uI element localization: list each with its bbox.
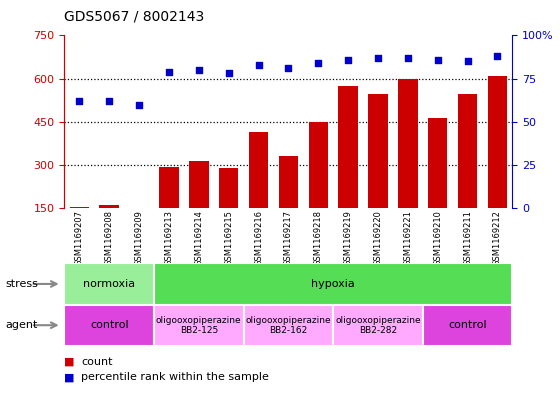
Bar <box>398 79 418 208</box>
Bar <box>279 156 298 208</box>
Bar <box>333 305 423 346</box>
Text: count: count <box>81 356 113 367</box>
Point <box>134 101 143 108</box>
Bar <box>219 168 239 208</box>
Text: agent: agent <box>6 320 38 330</box>
Text: hypoxia: hypoxia <box>311 279 355 289</box>
Bar <box>458 94 477 208</box>
Text: oligooxopiperazine
BB2-162: oligooxopiperazine BB2-162 <box>246 316 331 335</box>
Point <box>463 58 472 64</box>
Point <box>403 55 412 61</box>
Text: normoxia: normoxia <box>83 279 136 289</box>
Text: stress: stress <box>6 279 39 289</box>
Bar <box>368 94 388 208</box>
Text: percentile rank within the sample: percentile rank within the sample <box>81 372 269 382</box>
Bar <box>423 305 512 346</box>
Text: oligooxopiperazine
BB2-282: oligooxopiperazine BB2-282 <box>335 316 421 335</box>
Bar <box>428 118 447 208</box>
Point <box>344 57 353 63</box>
Text: ■: ■ <box>64 372 75 382</box>
Point <box>314 60 323 66</box>
Bar <box>249 132 268 208</box>
Text: control: control <box>90 320 128 330</box>
Point <box>493 53 502 59</box>
Point <box>165 68 174 75</box>
Bar <box>154 305 244 346</box>
Point <box>194 67 203 73</box>
Bar <box>244 305 333 346</box>
Point <box>433 57 442 63</box>
Point <box>224 70 233 77</box>
Bar <box>189 161 208 208</box>
Point <box>374 55 382 61</box>
Text: GDS5067 / 8002143: GDS5067 / 8002143 <box>64 10 204 24</box>
Bar <box>488 76 507 208</box>
Point <box>105 98 114 104</box>
Point <box>284 65 293 72</box>
Bar <box>154 263 512 305</box>
Bar <box>100 206 119 208</box>
Point <box>254 62 263 68</box>
Bar <box>159 167 179 208</box>
Bar <box>338 86 358 208</box>
Point <box>75 98 84 104</box>
Bar <box>64 263 154 305</box>
Bar <box>309 122 328 208</box>
Bar <box>64 305 154 346</box>
Text: ■: ■ <box>64 356 75 367</box>
Text: oligooxopiperazine
BB2-125: oligooxopiperazine BB2-125 <box>156 316 241 335</box>
Text: control: control <box>449 320 487 330</box>
Bar <box>69 207 89 208</box>
